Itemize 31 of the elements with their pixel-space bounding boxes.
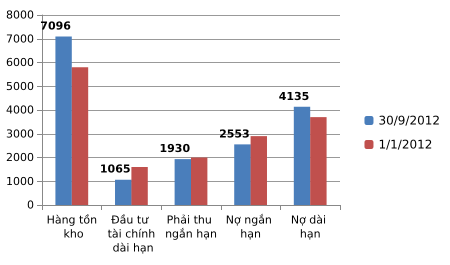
bar bbox=[55, 36, 72, 205]
bar bbox=[310, 117, 327, 205]
y-tick-label: 7000 bbox=[6, 32, 34, 46]
y-tick-label: 0 bbox=[27, 198, 34, 212]
bar bbox=[131, 167, 148, 205]
y-tick-label: 4000 bbox=[6, 104, 34, 116]
data-label: 1930 bbox=[159, 142, 190, 156]
data-label: 7096 bbox=[40, 19, 72, 32]
y-tick-label: 5000 bbox=[6, 80, 34, 93]
bar bbox=[191, 158, 208, 205]
x-tick-label: Đầu tư tài chính dài hạn bbox=[108, 214, 156, 254]
x-tick-label: Nợ ngắn hạn bbox=[226, 214, 276, 240]
legend-label: 30/9/2012 bbox=[378, 114, 440, 128]
bar bbox=[234, 144, 251, 205]
bar bbox=[72, 67, 88, 205]
bar bbox=[115, 180, 132, 205]
x-tick-label: Phải thu ngắn hạn bbox=[165, 214, 217, 240]
bar bbox=[294, 106, 310, 205]
data-label: 4135 bbox=[278, 90, 310, 103]
y-tick-label: 3000 bbox=[6, 127, 34, 140]
bar bbox=[174, 159, 191, 205]
y-tick-label: 1000 bbox=[6, 174, 34, 188]
y-tick-label: 6000 bbox=[6, 56, 34, 69]
y-tick-label: 2000 bbox=[6, 151, 34, 164]
y-tick-label: 8000 bbox=[6, 8, 34, 22]
x-tick-label: Nợ dài hạn bbox=[290, 214, 330, 240]
data-label: 1065 bbox=[100, 162, 131, 176]
legend-label: 1/1/2012 bbox=[378, 138, 432, 152]
data-label: 2553 bbox=[219, 127, 250, 140]
bar bbox=[250, 136, 267, 205]
x-tick-label: Hàng tồn kho bbox=[46, 214, 98, 240]
